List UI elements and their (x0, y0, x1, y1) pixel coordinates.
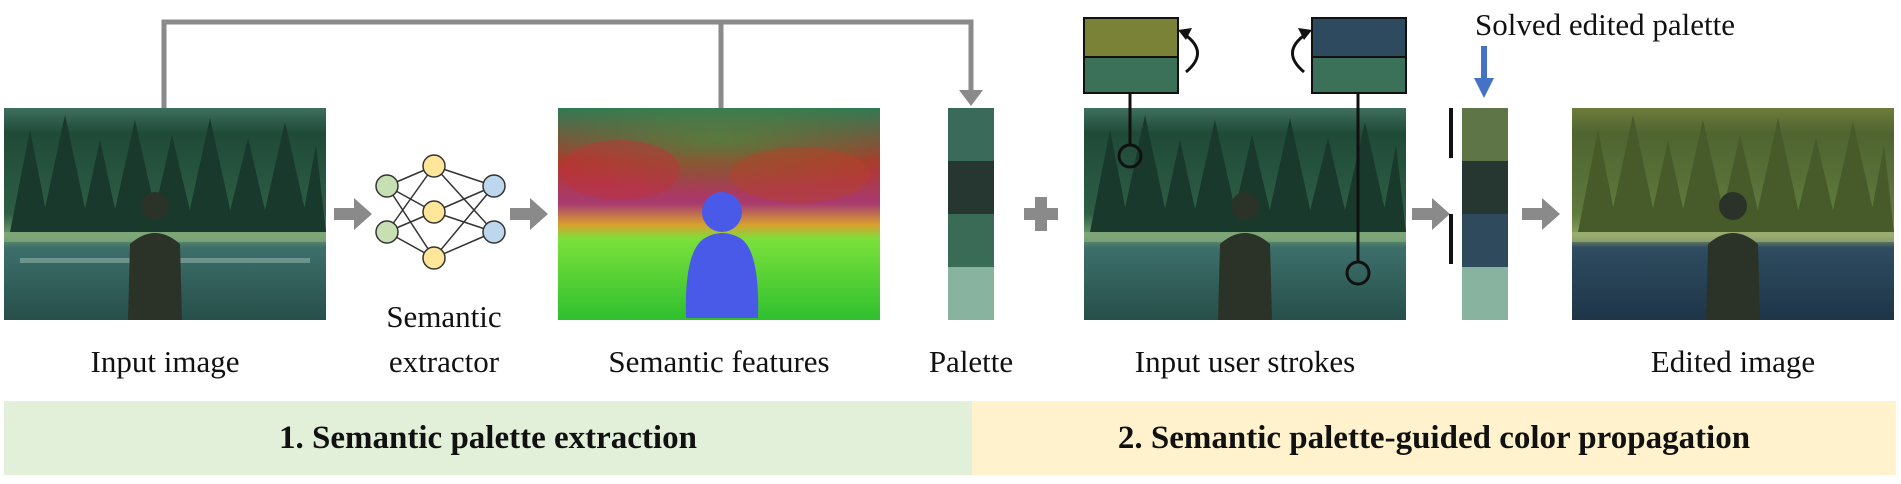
semantic-features-label: Semantic features (608, 344, 830, 379)
extractor-label-line2: extractor (388, 344, 500, 379)
flow-arrow-4 (1522, 198, 1560, 230)
flow-arrow-1 (334, 198, 372, 230)
input-image (4, 108, 326, 320)
swap-arrow-right (1291, 32, 1307, 74)
swap-arrowhead-left (1178, 28, 1192, 40)
stroke-pin-right (1345, 93, 1371, 286)
stage-band-propagation: 2. Semantic palette-guided color propaga… (972, 401, 1896, 475)
semantic-extractor-icon (375, 154, 506, 270)
input-image-label: Input image (90, 344, 240, 379)
stage-band-extraction: 1. Semantic palette extraction (4, 401, 972, 475)
stroke-swatch-left (1083, 17, 1179, 94)
edited-image (1572, 108, 1894, 320)
flow-arrow-3 (1412, 198, 1450, 230)
edited-image-label: Edited image (1650, 344, 1816, 379)
solved-palette (1462, 108, 1508, 320)
top-connector (161, 19, 974, 108)
original-palette (948, 108, 994, 320)
stroke-swatch-right (1311, 17, 1407, 94)
plus-icon (1024, 197, 1058, 231)
user-strokes-label: Input user strokes (1134, 344, 1356, 379)
flow-arrow-2 (510, 198, 548, 230)
swap-arrowhead-right (1298, 28, 1312, 40)
user-strokes-image (1084, 108, 1406, 320)
solved-palette-label: Solved edited palette (1475, 7, 1735, 42)
swap-arrow-left (1183, 32, 1199, 74)
connector-arrowhead (959, 90, 983, 106)
palette-label: Palette (928, 344, 1014, 379)
solved-palette-arrow (1474, 46, 1494, 98)
extractor-label-line1: Semantic (386, 299, 502, 334)
semantic-features-map (558, 108, 880, 320)
stroke-pin-left (1117, 93, 1143, 169)
